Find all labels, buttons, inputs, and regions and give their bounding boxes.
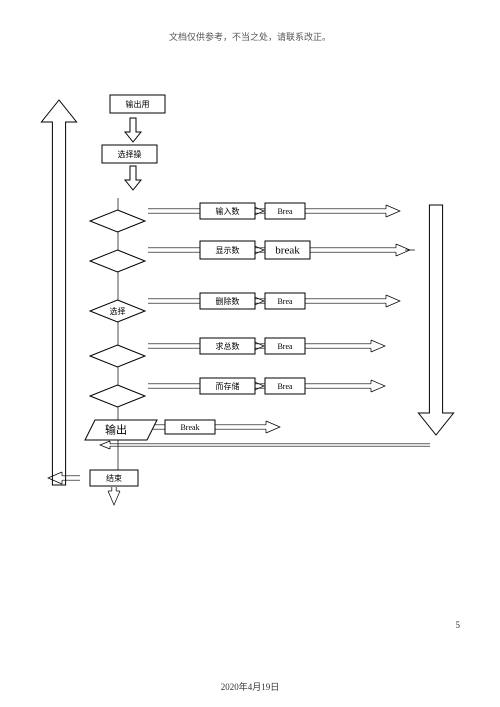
label-b2b: break — [275, 245, 300, 257]
node-d1 — [90, 210, 145, 232]
node-d4 — [90, 345, 145, 367]
node-d5 — [90, 385, 145, 407]
label-n_out: 输出 — [105, 423, 127, 437]
header-note: 文档仅供参考，不当之处，请联系改正。 — [0, 30, 500, 43]
flowchart: 输出用选择操输入数 Brea 显示数 break 选择 删除数 Brea 求总数 Brea 而存储… — [30, 90, 470, 610]
label-b3a: 删除数 — [216, 296, 240, 306]
label-d3: 选择 — [110, 306, 126, 316]
label-b4b: Brea — [277, 342, 293, 351]
label-b6: Break — [180, 423, 199, 432]
page-number: 5 — [456, 620, 461, 630]
footer-date: 2020年4月19日 — [0, 680, 500, 693]
label-n_select: 选择操 — [118, 149, 142, 159]
label-b3b: Brea — [277, 297, 293, 306]
label-b1b: Brea — [277, 207, 293, 216]
label-b5b: Brea — [277, 382, 293, 391]
small_down-arrow — [125, 118, 141, 142]
label-b2a: 显示数 — [216, 245, 240, 255]
up_left-arrow — [41, 100, 76, 485]
small_down2-arrow — [125, 166, 141, 190]
label-n_end: 结束 — [106, 473, 122, 483]
label-n_start: 输出用 — [126, 99, 150, 109]
down_right-arrow — [418, 205, 453, 435]
label-b4a: 求总数 — [216, 341, 240, 351]
node-d2 — [90, 250, 145, 272]
label-b1a: 输入数 — [216, 206, 240, 216]
label-b5a: 而存储 — [216, 381, 240, 391]
